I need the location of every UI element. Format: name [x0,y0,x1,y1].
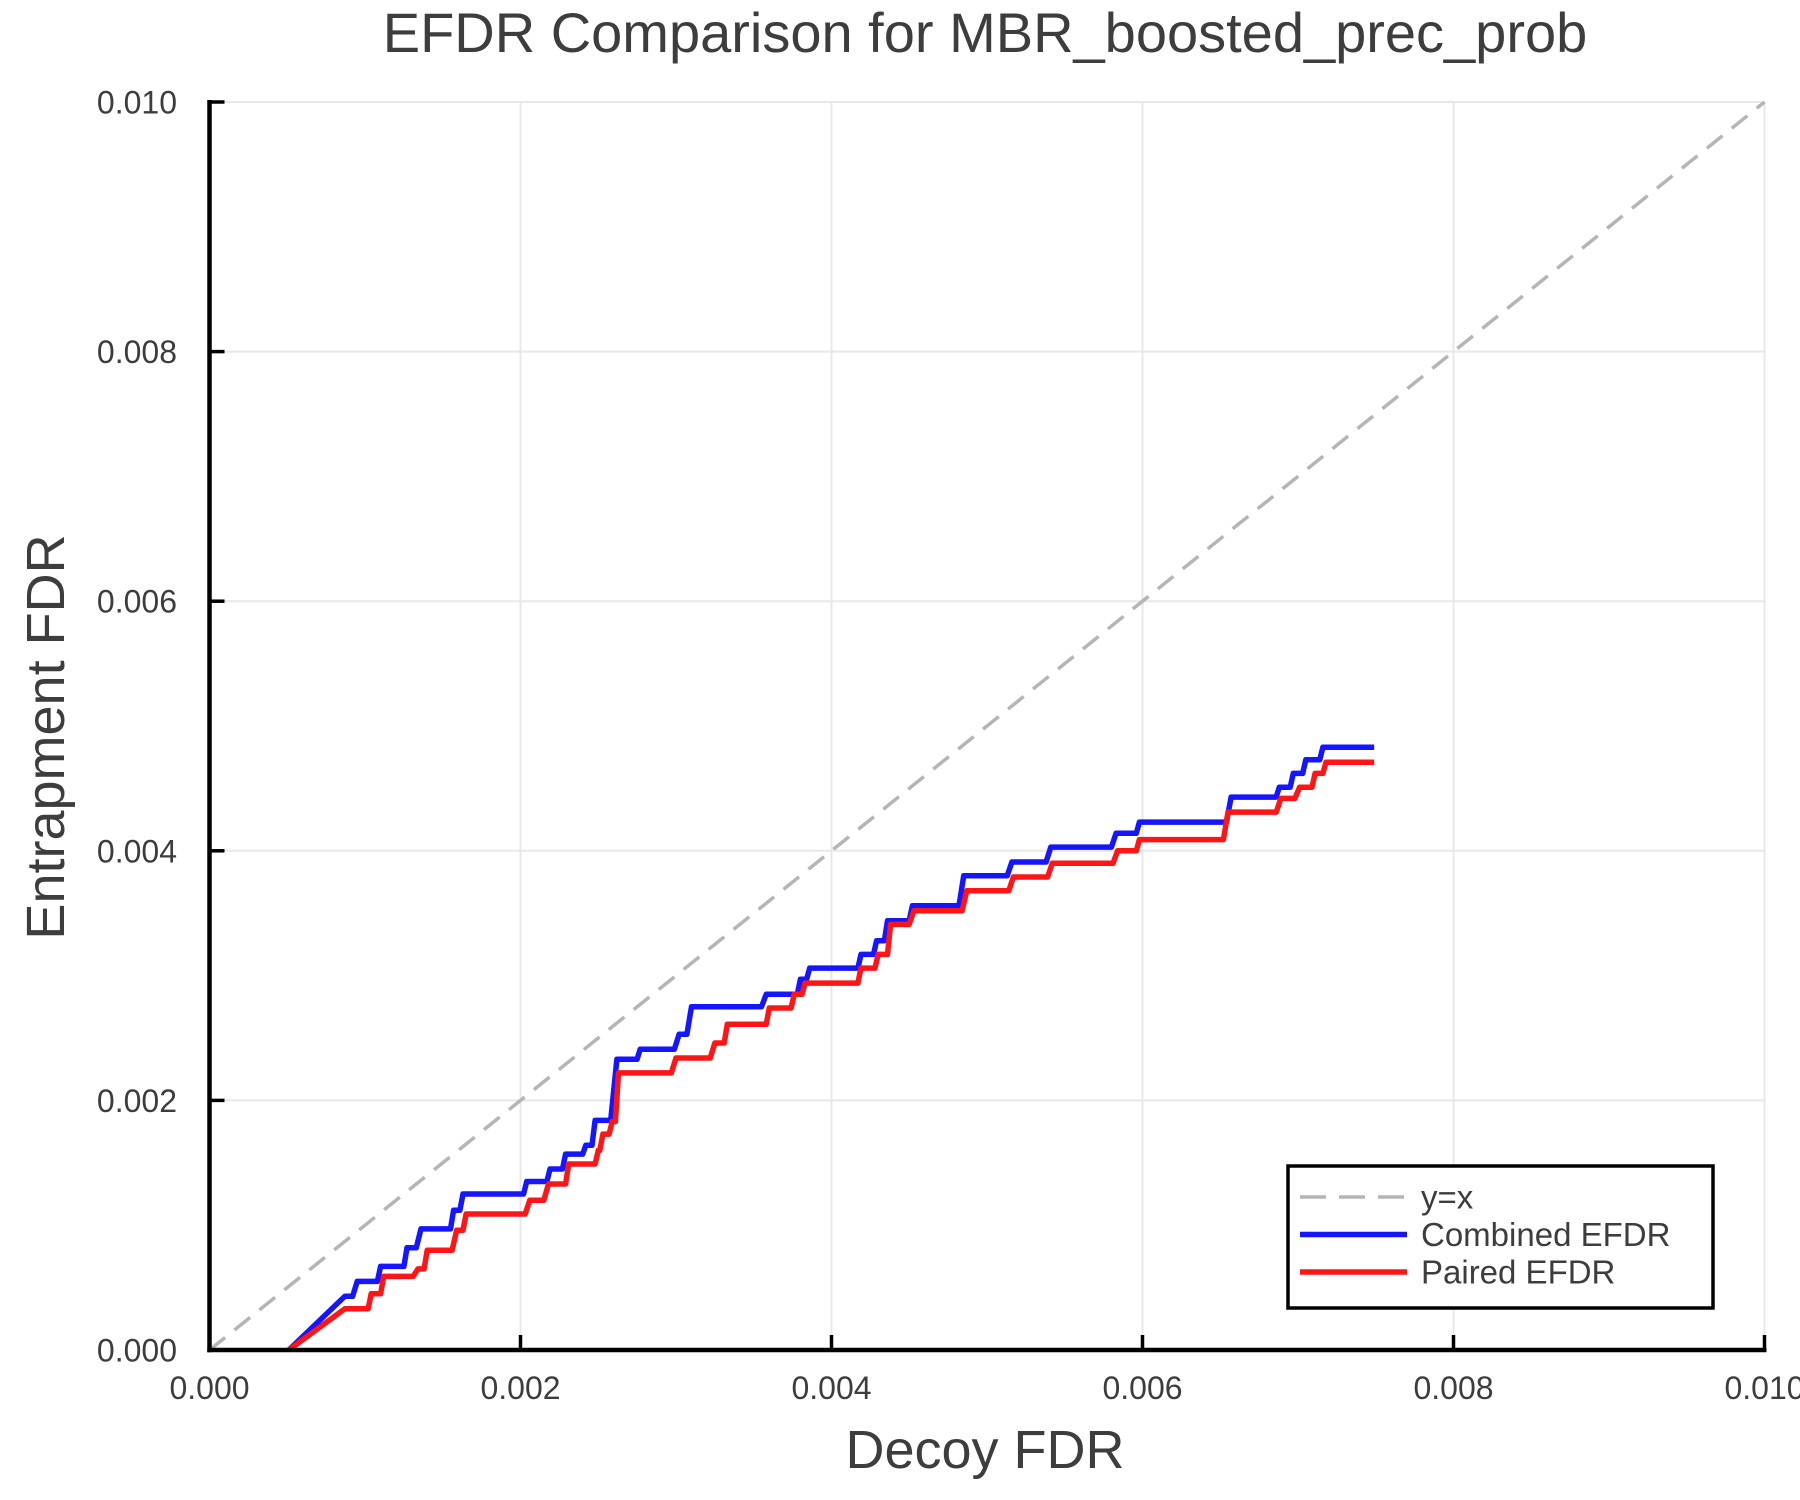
x-tick-label: 0.008 [1413,1370,1493,1406]
x-tick-label: 0.002 [480,1370,560,1406]
x-tick-label: 0.000 [169,1370,249,1406]
y-tick-label: 0.008 [97,334,177,370]
legend-entry-label: y=x [1421,1179,1474,1216]
x-axis-label: Decoy FDR [845,1420,1124,1480]
legend-entry-label: Combined EFDR [1421,1216,1670,1253]
yx-reference-line [208,100,1766,1352]
y-tick-label: 0.010 [97,85,177,121]
y-tick-label: 0.000 [97,1333,177,1369]
x-tick-label: 0.004 [791,1370,871,1406]
x-tick-label: 0.006 [1102,1370,1182,1406]
y-tick-label: 0.002 [97,1083,177,1119]
x-tick-label: 0.010 [1724,1370,1800,1406]
y-tick-label: 0.006 [97,584,177,620]
y-axis-label: Entrapment FDR [16,534,76,939]
legend-entry-label: Paired EFDR [1421,1254,1615,1291]
chart-title: EFDR Comparison for MBR_boosted_prec_pro… [383,1,1588,64]
combined-efdr-line [286,744,1375,1352]
paired-efdr-line [287,759,1375,1353]
y-tick-label: 0.004 [97,833,177,869]
